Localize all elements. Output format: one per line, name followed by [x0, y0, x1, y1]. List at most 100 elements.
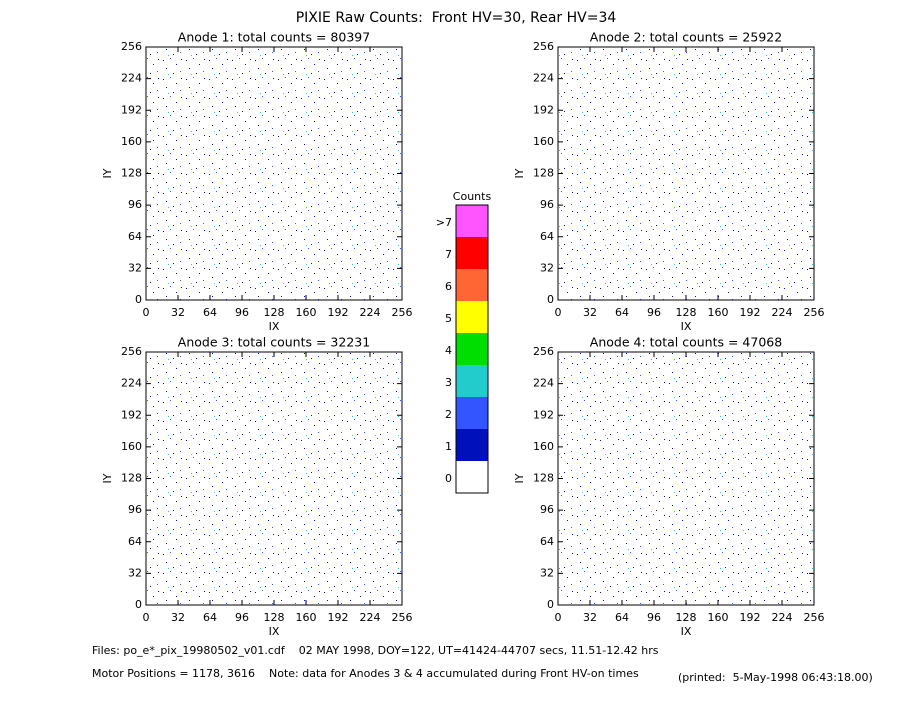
y-tick-label: 0: [547, 598, 554, 611]
x-tick-label: 64: [615, 306, 629, 319]
x-tick-label: 256: [804, 611, 825, 624]
y-tick-label: 160: [533, 135, 554, 148]
y-tick-label: 256: [121, 345, 142, 358]
colorbar-label: 5: [445, 312, 452, 325]
x-tick-label: 0: [143, 611, 150, 624]
y-tick-label: 224: [533, 377, 554, 390]
x-tick-label: 96: [647, 306, 661, 319]
x-tick-label: 96: [647, 611, 661, 624]
y-tick-label: 192: [121, 408, 142, 421]
heatmap-area: [558, 47, 814, 300]
x-tick-label: 32: [171, 611, 185, 624]
x-tick-label: 192: [740, 306, 761, 319]
y-tick-label: 96: [128, 198, 142, 211]
x-tick-label: 224: [360, 306, 381, 319]
x-tick-label: 96: [235, 306, 249, 319]
colorbar-label: 7: [445, 248, 452, 261]
x-tick-label: 128: [264, 611, 285, 624]
y-tick-label: 64: [540, 230, 554, 243]
y-tick-label: 160: [121, 440, 142, 453]
colorbar-swatch: [456, 269, 488, 301]
colorbar-label: 3: [445, 376, 452, 389]
panel-title: Anode 2: total counts = 25922: [590, 30, 782, 45]
y-axis-label: IY: [513, 473, 526, 483]
y-tick-label: 192: [121, 103, 142, 116]
y-tick-label: 32: [128, 566, 142, 579]
x-tick-label: 224: [772, 611, 793, 624]
x-tick-label: 160: [296, 611, 317, 624]
y-axis-label: IY: [513, 168, 526, 178]
y-tick-label: 128: [121, 167, 142, 180]
x-axis-label: IX: [269, 625, 280, 638]
colorbar-label: 4: [445, 344, 452, 357]
x-tick-label: 128: [676, 611, 697, 624]
x-tick-label: 64: [203, 306, 217, 319]
y-tick-label: 96: [128, 503, 142, 516]
x-tick-label: 160: [296, 306, 317, 319]
y-tick-label: 224: [533, 72, 554, 85]
y-tick-label: 128: [533, 167, 554, 180]
y-tick-label: 32: [540, 261, 554, 274]
panel-title: Anode 3: total counts = 32231: [178, 335, 370, 350]
x-tick-label: 128: [264, 306, 285, 319]
y-tick-label: 256: [533, 345, 554, 358]
colorbar-label: >7: [436, 216, 452, 229]
colorbar-frame: [455, 204, 489, 494]
colorbar-swatch: [456, 301, 488, 333]
x-tick-label: 32: [583, 611, 597, 624]
y-tick-label: 96: [540, 198, 554, 211]
y-tick-label: 32: [540, 566, 554, 579]
x-axis-label: IX: [681, 320, 692, 333]
y-tick-label: 0: [547, 293, 554, 306]
x-axis-label: IX: [681, 625, 692, 638]
x-tick-label: 0: [143, 306, 150, 319]
x-tick-label: 192: [328, 306, 349, 319]
colorbar-label: 6: [445, 280, 452, 293]
x-tick-label: 256: [804, 306, 825, 319]
x-tick-label: 160: [708, 306, 729, 319]
colorbar-title: Counts: [453, 190, 492, 203]
y-tick-label: 0: [135, 598, 142, 611]
figure-title: PIXIE Raw Counts: Front HV=30, Rear HV=3…: [296, 10, 617, 26]
heatmap-area: [558, 352, 814, 605]
heatmap-area: [146, 352, 402, 605]
y-tick-label: 96: [540, 503, 554, 516]
x-tick-label: 256: [392, 306, 413, 319]
x-tick-label: 32: [583, 306, 597, 319]
colorbar-swatch: [456, 333, 488, 365]
colorbar-swatch: [456, 205, 488, 237]
colorbar-swatch: [456, 461, 488, 493]
footer-printed: (printed: 5-May-1998 06:43:18.00): [678, 671, 873, 684]
x-tick-label: 128: [676, 306, 697, 319]
colorbar-label: 0: [445, 472, 452, 485]
x-tick-label: 160: [708, 611, 729, 624]
footer-files: Files: po_e*_pix_19980502_v01.cdf 02 MAY…: [92, 644, 659, 657]
y-tick-label: 224: [121, 377, 142, 390]
y-tick-label: 32: [128, 261, 142, 274]
y-tick-label: 128: [533, 472, 554, 485]
y-tick-label: 0: [135, 293, 142, 306]
colorbar-swatch: [456, 365, 488, 397]
x-tick-label: 224: [772, 306, 793, 319]
colorbar-label: 1: [445, 440, 452, 453]
y-tick-label: 64: [128, 230, 142, 243]
panel-title: Anode 1: total counts = 80397: [178, 30, 370, 45]
x-axis-label: IX: [269, 320, 280, 333]
x-tick-label: 224: [360, 611, 381, 624]
y-tick-label: 64: [128, 535, 142, 548]
y-axis-label: IY: [101, 473, 114, 483]
y-tick-label: 224: [121, 72, 142, 85]
y-tick-label: 192: [533, 103, 554, 116]
y-tick-label: 64: [540, 535, 554, 548]
x-tick-label: 96: [235, 611, 249, 624]
y-tick-label: 256: [121, 40, 142, 53]
y-tick-label: 256: [533, 40, 554, 53]
x-tick-label: 0: [555, 306, 562, 319]
x-tick-label: 64: [615, 611, 629, 624]
x-tick-label: 192: [740, 611, 761, 624]
y-tick-label: 160: [533, 440, 554, 453]
heatmap-area: [146, 47, 402, 300]
colorbar-label: 2: [445, 408, 452, 421]
